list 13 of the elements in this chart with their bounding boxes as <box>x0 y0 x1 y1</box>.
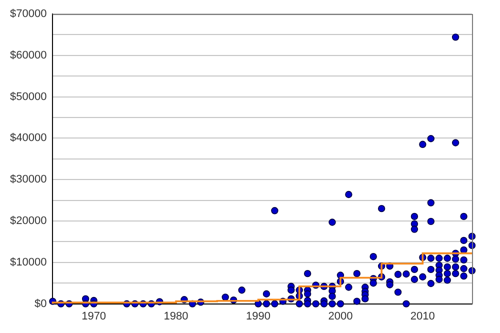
x-tick-label: 1970 <box>82 310 106 322</box>
y-tick-label: $20000 <box>10 215 47 228</box>
y-tick-label: $40000 <box>10 132 47 144</box>
y-tick-label: $60000 <box>10 49 47 62</box>
x-tick-label: 2000 <box>328 310 353 322</box>
x-tick-label: 1990 <box>246 310 270 322</box>
x-tick-label: 2010 <box>410 310 435 322</box>
y-tick-label: $30000 <box>10 174 47 186</box>
y-tick-label: $0 <box>34 298 47 310</box>
x-tick-label: 1980 <box>164 310 188 322</box>
y-tick-label: $10000 <box>10 256 47 268</box>
y-tick-label: $70000 <box>10 8 47 20</box>
y-tick-label: $50000 <box>10 90 47 103</box>
